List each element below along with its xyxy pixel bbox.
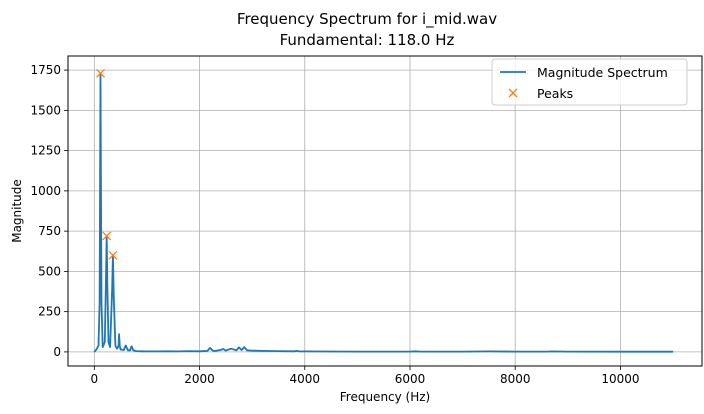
- peak-marker: [102, 231, 112, 241]
- x-tick-label: 6000: [395, 372, 426, 386]
- legend-box: [491, 58, 688, 106]
- y-tick-label: 500: [38, 264, 61, 278]
- axis-ticks: 0 2000 4000 6000 8000 10000 0 250 500 750 1000 1250…: [30, 63, 639, 386]
- plot-series: [93, 68, 674, 353]
- x-tick-label: 8000: [500, 372, 531, 386]
- plot-frame: [67, 55, 703, 367]
- legend: Magnitude Spectrum Peaks: [491, 58, 688, 106]
- y-tick-label: 1750: [30, 63, 61, 77]
- legend-label-magnitude: Magnitude Spectrum: [537, 65, 668, 80]
- chart-title: Frequency Spectrum for i_mid.wav: [237, 10, 497, 29]
- x-tick-label: 4000: [289, 372, 320, 386]
- legend-label-peaks: Peaks: [537, 86, 573, 101]
- x-tick-label: 0: [90, 372, 98, 386]
- y-tick-label: 250: [38, 305, 61, 319]
- peak-marker: [108, 250, 118, 260]
- y-tick-label: 0: [53, 345, 61, 359]
- magnitude-spectrum-line: [93, 72, 674, 353]
- y-tick-label: 1500: [30, 103, 61, 117]
- x-axis-label: Frequency (Hz): [340, 390, 431, 404]
- y-tick-label: 1000: [30, 184, 61, 198]
- x-tick-label: 2000: [184, 372, 215, 386]
- x-tick-label: 10000: [601, 372, 639, 386]
- y-tick-label: 1250: [30, 144, 61, 158]
- peak-marker: [96, 68, 105, 78]
- y-axis-label: Magnitude: [10, 179, 24, 243]
- y-tick-label: 750: [38, 224, 61, 238]
- legend-x-swatch: [508, 88, 518, 98]
- chart-subtitle: Fundamental: 118.0 Hz: [280, 31, 455, 49]
